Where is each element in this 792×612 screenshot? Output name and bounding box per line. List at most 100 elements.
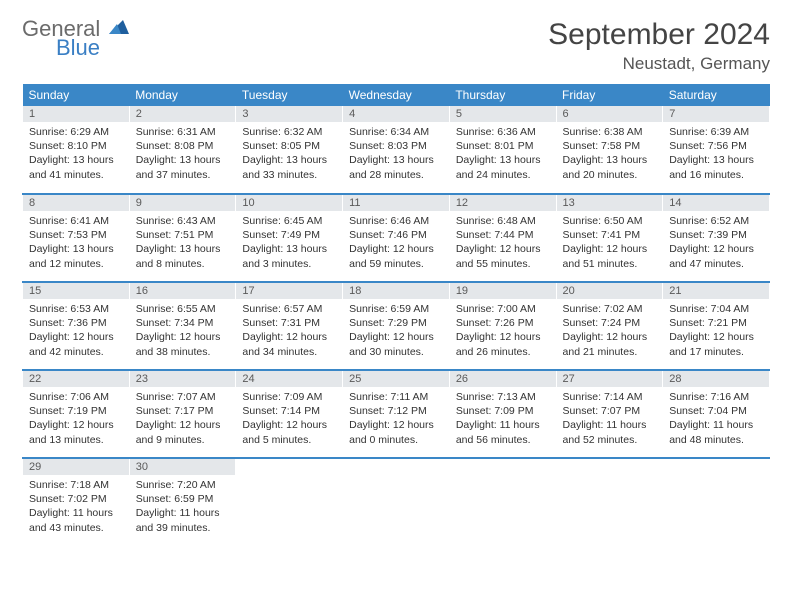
calendar-cell: 7Sunrise: 6:39 AMSunset: 7:56 PMDaylight… bbox=[663, 106, 770, 194]
calendar-cell: 14Sunrise: 6:52 AMSunset: 7:39 PMDayligh… bbox=[663, 194, 770, 282]
sunset-line: Sunset: 7:26 PM bbox=[456, 316, 550, 330]
dayhead-wed: Wednesday bbox=[343, 84, 450, 106]
sunrise-line: Sunrise: 7:04 AM bbox=[669, 302, 763, 316]
day-details: Sunrise: 6:36 AMSunset: 8:01 PMDaylight:… bbox=[450, 122, 556, 186]
sunrise-line: Sunrise: 6:31 AM bbox=[136, 125, 230, 139]
calendar-cell: 27Sunrise: 7:14 AMSunset: 7:07 PMDayligh… bbox=[556, 370, 663, 458]
sunset-line: Sunset: 7:17 PM bbox=[136, 404, 230, 418]
calendar-cell: 29Sunrise: 7:18 AMSunset: 7:02 PMDayligh… bbox=[23, 458, 130, 546]
day-number: 5 bbox=[450, 106, 556, 122]
dayhead-tue: Tuesday bbox=[236, 84, 343, 106]
calendar-table: Sunday Monday Tuesday Wednesday Thursday… bbox=[22, 84, 770, 546]
calendar-cell: 12Sunrise: 6:48 AMSunset: 7:44 PMDayligh… bbox=[449, 194, 556, 282]
day-details: Sunrise: 7:06 AMSunset: 7:19 PMDaylight:… bbox=[23, 387, 129, 451]
sunrise-line: Sunrise: 6:52 AM bbox=[669, 214, 763, 228]
sunrise-line: Sunrise: 7:14 AM bbox=[563, 390, 657, 404]
sunset-line: Sunset: 7:19 PM bbox=[29, 404, 123, 418]
dayhead-sun: Sunday bbox=[23, 84, 130, 106]
sunset-line: Sunset: 7:49 PM bbox=[242, 228, 336, 242]
daylight-line: Daylight: 11 hours and 39 minutes. bbox=[136, 506, 230, 534]
sunrise-line: Sunrise: 7:16 AM bbox=[669, 390, 763, 404]
sunrise-line: Sunrise: 6:50 AM bbox=[563, 214, 657, 228]
calendar-cell: 26Sunrise: 7:13 AMSunset: 7:09 PMDayligh… bbox=[449, 370, 556, 458]
day-number: 3 bbox=[236, 106, 342, 122]
day-details: Sunrise: 6:31 AMSunset: 8:08 PMDaylight:… bbox=[130, 122, 236, 186]
sunset-line: Sunset: 7:51 PM bbox=[136, 228, 230, 242]
daylight-line: Daylight: 12 hours and 30 minutes. bbox=[349, 330, 443, 358]
day-number: 21 bbox=[663, 283, 769, 299]
sunrise-line: Sunrise: 6:38 AM bbox=[563, 125, 657, 139]
sunrise-line: Sunrise: 6:46 AM bbox=[349, 214, 443, 228]
day-number: 8 bbox=[23, 195, 129, 211]
sunrise-line: Sunrise: 7:11 AM bbox=[349, 390, 443, 404]
day-number: 27 bbox=[557, 371, 663, 387]
dayhead-sat: Saturday bbox=[663, 84, 770, 106]
sunrise-line: Sunrise: 6:55 AM bbox=[136, 302, 230, 316]
day-details: Sunrise: 6:29 AMSunset: 8:10 PMDaylight:… bbox=[23, 122, 129, 186]
daylight-line: Daylight: 13 hours and 28 minutes. bbox=[349, 153, 443, 181]
daylight-line: Daylight: 12 hours and 9 minutes. bbox=[136, 418, 230, 446]
day-details: Sunrise: 7:11 AMSunset: 7:12 PMDaylight:… bbox=[343, 387, 449, 451]
day-details: Sunrise: 7:09 AMSunset: 7:14 PMDaylight:… bbox=[236, 387, 342, 451]
sunset-line: Sunset: 7:29 PM bbox=[349, 316, 443, 330]
calendar-cell: 5Sunrise: 6:36 AMSunset: 8:01 PMDaylight… bbox=[449, 106, 556, 194]
month-title: September 2024 bbox=[548, 18, 770, 52]
calendar-cell: 1Sunrise: 6:29 AMSunset: 8:10 PMDaylight… bbox=[23, 106, 130, 194]
calendar-cell: 30Sunrise: 7:20 AMSunset: 6:59 PMDayligh… bbox=[129, 458, 236, 546]
sunrise-line: Sunrise: 7:07 AM bbox=[136, 390, 230, 404]
day-number: 14 bbox=[663, 195, 769, 211]
daylight-line: Daylight: 12 hours and 17 minutes. bbox=[669, 330, 763, 358]
calendar-row: 15Sunrise: 6:53 AMSunset: 7:36 PMDayligh… bbox=[23, 282, 770, 370]
calendar-row: 1Sunrise: 6:29 AMSunset: 8:10 PMDaylight… bbox=[23, 106, 770, 194]
day-details: Sunrise: 6:52 AMSunset: 7:39 PMDaylight:… bbox=[663, 211, 769, 275]
calendar-cell: 20Sunrise: 7:02 AMSunset: 7:24 PMDayligh… bbox=[556, 282, 663, 370]
day-details: Sunrise: 7:14 AMSunset: 7:07 PMDaylight:… bbox=[557, 387, 663, 451]
daylight-line: Daylight: 12 hours and 5 minutes. bbox=[242, 418, 336, 446]
calendar-cell bbox=[236, 458, 343, 546]
day-details: Sunrise: 7:16 AMSunset: 7:04 PMDaylight:… bbox=[663, 387, 769, 451]
day-number: 23 bbox=[130, 371, 236, 387]
calendar-cell: 17Sunrise: 6:57 AMSunset: 7:31 PMDayligh… bbox=[236, 282, 343, 370]
day-details: Sunrise: 7:18 AMSunset: 7:02 PMDaylight:… bbox=[23, 475, 129, 539]
sunset-line: Sunset: 7:14 PM bbox=[242, 404, 336, 418]
sunrise-line: Sunrise: 6:41 AM bbox=[29, 214, 123, 228]
calendar-row: 22Sunrise: 7:06 AMSunset: 7:19 PMDayligh… bbox=[23, 370, 770, 458]
day-number: 7 bbox=[663, 106, 769, 122]
day-number: 16 bbox=[130, 283, 236, 299]
day-details: Sunrise: 7:02 AMSunset: 7:24 PMDaylight:… bbox=[557, 299, 663, 363]
calendar-cell: 11Sunrise: 6:46 AMSunset: 7:46 PMDayligh… bbox=[343, 194, 450, 282]
sunrise-line: Sunrise: 6:39 AM bbox=[669, 125, 763, 139]
day-details: Sunrise: 7:04 AMSunset: 7:21 PMDaylight:… bbox=[663, 299, 769, 363]
daylight-line: Daylight: 12 hours and 13 minutes. bbox=[29, 418, 123, 446]
sunrise-line: Sunrise: 6:57 AM bbox=[242, 302, 336, 316]
day-number: 28 bbox=[663, 371, 769, 387]
sunrise-line: Sunrise: 7:02 AM bbox=[563, 302, 657, 316]
logo: General Blue bbox=[22, 18, 131, 59]
calendar-cell: 9Sunrise: 6:43 AMSunset: 7:51 PMDaylight… bbox=[129, 194, 236, 282]
dayhead-mon: Monday bbox=[129, 84, 236, 106]
sunrise-line: Sunrise: 6:32 AM bbox=[242, 125, 336, 139]
daylight-line: Daylight: 12 hours and 21 minutes. bbox=[563, 330, 657, 358]
sunrise-line: Sunrise: 6:59 AM bbox=[349, 302, 443, 316]
day-details: Sunrise: 6:45 AMSunset: 7:49 PMDaylight:… bbox=[236, 211, 342, 275]
daylight-line: Daylight: 13 hours and 8 minutes. bbox=[136, 242, 230, 270]
calendar-cell: 19Sunrise: 7:00 AMSunset: 7:26 PMDayligh… bbox=[449, 282, 556, 370]
daylight-line: Daylight: 13 hours and 20 minutes. bbox=[563, 153, 657, 181]
daylight-line: Daylight: 13 hours and 33 minutes. bbox=[242, 153, 336, 181]
sunset-line: Sunset: 8:01 PM bbox=[456, 139, 550, 153]
day-number: 11 bbox=[343, 195, 449, 211]
daylight-line: Daylight: 12 hours and 26 minutes. bbox=[456, 330, 550, 358]
calendar-cell: 4Sunrise: 6:34 AMSunset: 8:03 PMDaylight… bbox=[343, 106, 450, 194]
day-number: 25 bbox=[343, 371, 449, 387]
day-number: 24 bbox=[236, 371, 342, 387]
day-number: 22 bbox=[23, 371, 129, 387]
daylight-line: Daylight: 12 hours and 47 minutes. bbox=[669, 242, 763, 270]
page-header: General Blue September 2024 Neustadt, Ge… bbox=[22, 18, 770, 74]
sunrise-line: Sunrise: 6:36 AM bbox=[456, 125, 550, 139]
day-details: Sunrise: 6:57 AMSunset: 7:31 PMDaylight:… bbox=[236, 299, 342, 363]
day-number: 26 bbox=[450, 371, 556, 387]
calendar-cell bbox=[663, 458, 770, 546]
day-number: 2 bbox=[130, 106, 236, 122]
location-text: Neustadt, Germany bbox=[548, 54, 770, 74]
daylight-line: Daylight: 13 hours and 24 minutes. bbox=[456, 153, 550, 181]
